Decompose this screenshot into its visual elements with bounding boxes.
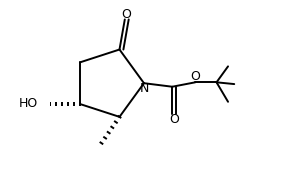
Text: O: O (122, 8, 132, 21)
Text: N: N (140, 82, 150, 95)
Text: O: O (190, 70, 200, 83)
Text: HO: HO (19, 98, 38, 110)
Text: O: O (169, 113, 179, 126)
